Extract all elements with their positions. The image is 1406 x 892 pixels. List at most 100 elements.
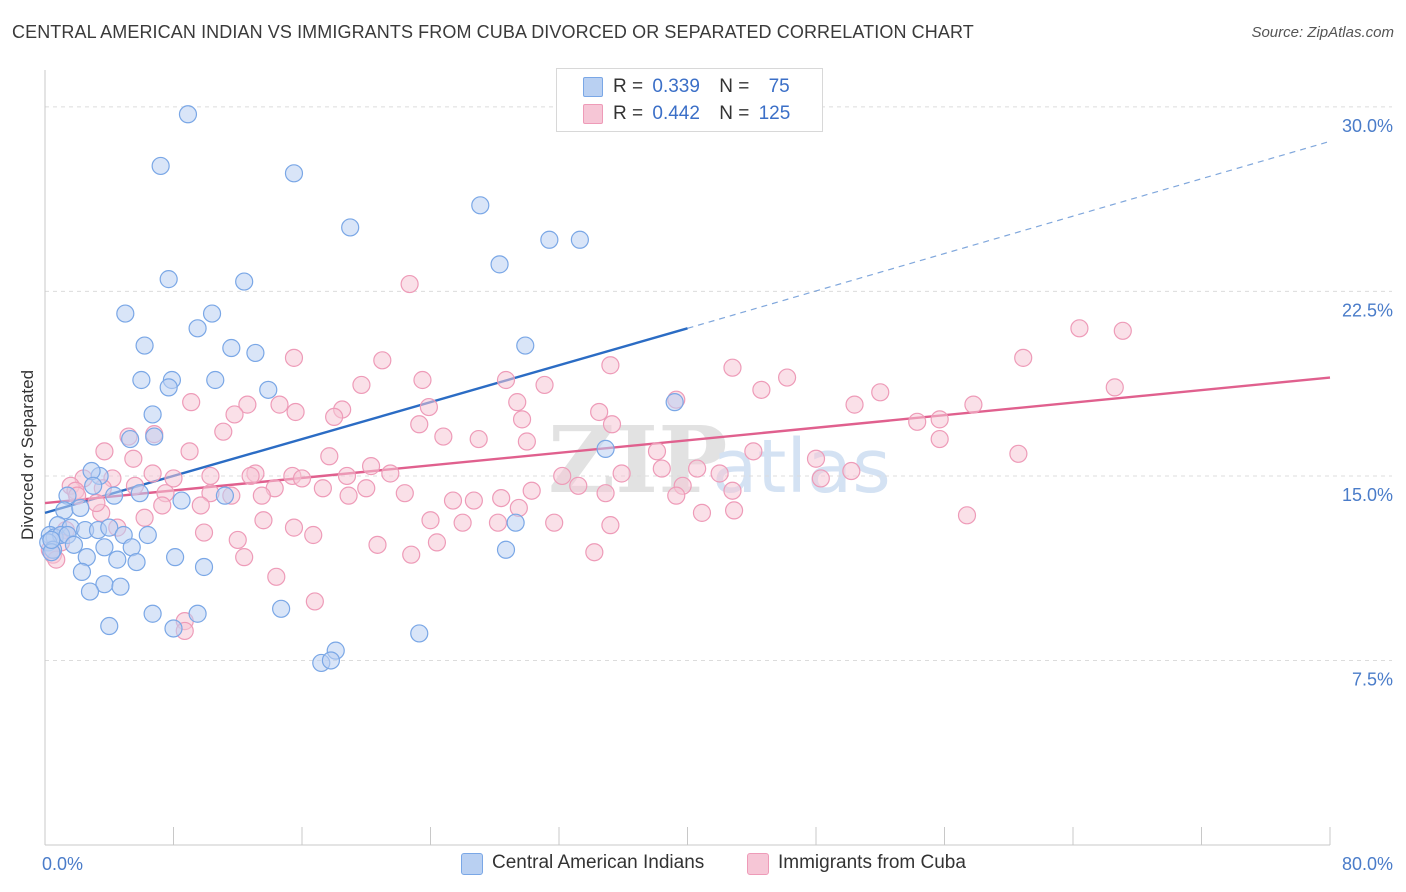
series-swatch-blue xyxy=(461,853,483,875)
point-central-american-indians-29 xyxy=(130,484,149,503)
point-central-american-indians-20 xyxy=(259,380,278,399)
point-immigrants-from-cuba-30 xyxy=(512,410,532,429)
point-immigrants-from-cuba-8 xyxy=(413,370,432,390)
point-immigrants-from-cuba-105 xyxy=(402,545,421,564)
point-central-american-indians-17 xyxy=(132,370,151,390)
watermark: ZIP atlas xyxy=(548,406,891,514)
legend-swatch-blue xyxy=(583,77,603,97)
point-immigrants-from-cuba-32 xyxy=(908,412,927,431)
series-swatch-pink xyxy=(747,853,769,875)
point-immigrants-from-cuba-96 xyxy=(545,513,564,532)
point-immigrants-from-cuba-124 xyxy=(692,503,712,522)
point-central-american-indians-64 xyxy=(111,577,130,596)
point-central-american-indians-63 xyxy=(80,582,100,601)
point-central-american-indians-25 xyxy=(665,393,684,412)
point-immigrants-from-cuba-39 xyxy=(930,429,949,449)
point-immigrants-from-cuba-90 xyxy=(135,508,154,527)
point-immigrants-from-cuba-2 xyxy=(1113,321,1132,340)
point-immigrants-from-cuba-123 xyxy=(509,498,528,518)
point-central-american-indians-59 xyxy=(72,562,92,582)
point-immigrants-from-cuba-91 xyxy=(254,511,273,530)
watermark-zip: ZIP xyxy=(548,406,727,514)
point-immigrants-from-cuba-19 xyxy=(419,397,438,417)
point-immigrants-from-cuba-36 xyxy=(434,427,453,446)
point-central-american-indians-30 xyxy=(172,491,191,510)
point-immigrants-from-cuba-17 xyxy=(270,395,289,414)
point-immigrants-from-cuba-63 xyxy=(292,469,312,488)
point-immigrants-from-cuba-40 xyxy=(180,442,199,461)
legend-r-value: 0.442 xyxy=(652,103,700,124)
legend-text: R = 0.339 N = 75 xyxy=(613,76,790,98)
legend-text: R = 0.442 N = 125 xyxy=(613,103,790,125)
point-immigrants-from-cuba-23 xyxy=(286,402,305,422)
point-immigrants-from-cuba-60 xyxy=(143,464,162,483)
point-immigrants-from-cuba-37 xyxy=(469,429,488,449)
series-name: Central American Indians xyxy=(492,852,705,873)
point-immigrants-from-cuba-31 xyxy=(602,415,622,434)
point-immigrants-from-cuba-122 xyxy=(228,530,247,550)
point-immigrants-from-cuba-95 xyxy=(488,513,508,532)
legend-r-label: R = xyxy=(613,76,644,97)
point-immigrants-from-cuba-117 xyxy=(596,484,615,503)
point-immigrants-from-cuba-27 xyxy=(845,395,864,414)
point-central-american-indians-32 xyxy=(84,476,103,495)
point-immigrants-from-cuba-29 xyxy=(410,415,429,434)
point-immigrants-from-cuba-46 xyxy=(744,442,763,461)
point-immigrants-from-cuba-69 xyxy=(241,466,260,486)
point-immigrants-from-cuba-54 xyxy=(553,466,572,486)
point-central-american-indians-68 xyxy=(100,616,119,636)
point-central-american-indians-51 xyxy=(95,538,114,557)
point-immigrants-from-cuba-33 xyxy=(214,422,233,441)
point-central-american-indians-15 xyxy=(246,343,265,363)
point-immigrants-from-cuba-103 xyxy=(368,535,387,554)
point-immigrants-from-cuba-70 xyxy=(522,481,541,500)
point-central-american-indians-36 xyxy=(71,498,90,518)
point-central-american-indians-6 xyxy=(570,230,589,249)
trendline-immigrants-from-cuba xyxy=(44,376,1331,505)
point-immigrants-from-cuba-116 xyxy=(464,491,483,510)
x-tick-label-0: 0.0% xyxy=(42,854,83,874)
point-central-american-indians-22 xyxy=(121,429,140,449)
point-immigrants-from-cuba-59 xyxy=(164,469,183,488)
point-immigrants-from-cuba-102 xyxy=(304,525,323,545)
point-immigrants-from-cuba-71 xyxy=(569,476,588,495)
point-immigrants-from-cuba-49 xyxy=(842,461,861,481)
y-tick-label-0: 7.5% xyxy=(1352,669,1393,689)
point-central-american-indians-60 xyxy=(506,513,525,532)
point-central-american-indians-3 xyxy=(471,196,490,215)
point-central-american-indians-1 xyxy=(151,156,170,176)
point-central-american-indians-26 xyxy=(596,439,615,458)
axes xyxy=(44,70,1331,846)
point-immigrants-from-cuba-21 xyxy=(182,393,201,412)
point-central-american-indians-21 xyxy=(159,378,178,397)
point-immigrants-from-cuba-26 xyxy=(590,402,609,422)
point-central-american-indians-61 xyxy=(496,540,516,559)
point-central-american-indians-41 xyxy=(100,518,119,537)
point-central-american-indians-67 xyxy=(272,599,291,618)
point-immigrants-from-cuba-24 xyxy=(325,407,344,427)
legend-r-value: 0.339 xyxy=(652,76,700,97)
legend-n-label: N = xyxy=(719,103,750,124)
legend-n-value: 125 xyxy=(758,103,791,124)
point-immigrants-from-cuba-115 xyxy=(87,493,106,513)
point-central-american-indians-16 xyxy=(516,336,535,355)
point-central-american-indians-50 xyxy=(64,535,84,554)
point-immigrants-from-cuba-15 xyxy=(1105,378,1124,397)
point-immigrants-from-cuba-3 xyxy=(1014,348,1033,367)
legend-n-value: 75 xyxy=(768,76,790,97)
point-immigrants-from-cuba-45 xyxy=(647,442,667,461)
legend-r-label: R = xyxy=(613,103,644,124)
point-immigrants-from-cuba-76 xyxy=(313,479,332,498)
legend-n-label: N = xyxy=(719,76,750,97)
point-central-american-indians-57 xyxy=(166,548,185,567)
point-immigrants-from-cuba-104 xyxy=(585,543,604,562)
tick-labels: 7.5% 15.0% 22.5% 30.0% 0.0% 80.0% xyxy=(42,116,1393,874)
point-central-american-indians-43 xyxy=(138,525,157,545)
point-immigrants-from-cuba-10 xyxy=(535,375,554,395)
point-immigrants-from-cuba-83 xyxy=(339,486,358,505)
point-immigrants-from-cuba-47 xyxy=(806,449,826,468)
point-immigrants-from-cuba-41 xyxy=(124,449,143,468)
point-immigrants-from-cuba-43 xyxy=(320,447,339,466)
y-tick-label-2: 22.5% xyxy=(1342,300,1393,320)
